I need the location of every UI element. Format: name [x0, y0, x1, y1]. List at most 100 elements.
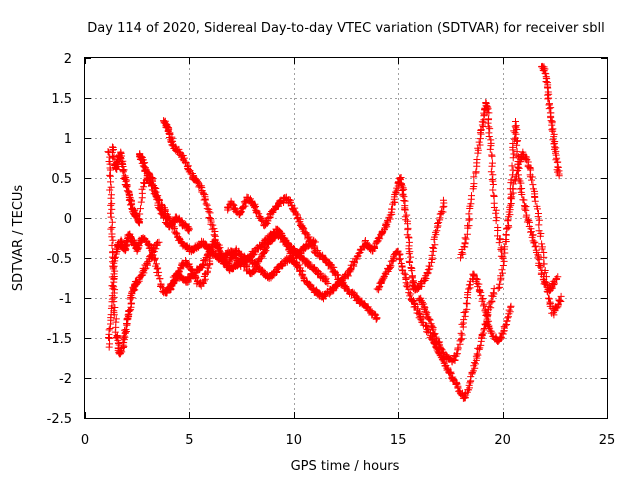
data-point [119, 167, 127, 175]
data-point [410, 278, 418, 286]
data-point [437, 344, 445, 352]
data-point [184, 226, 192, 234]
data-point [532, 242, 540, 250]
x-tick-label: 20 [494, 433, 511, 448]
data-point [540, 253, 548, 261]
data-point [134, 218, 142, 226]
data-point [488, 162, 496, 170]
data-point [485, 323, 493, 331]
data-point [423, 269, 431, 277]
x-tick-label: 5 [185, 433, 193, 448]
data-point [146, 243, 154, 251]
data-point [537, 263, 545, 271]
data-point [509, 166, 517, 174]
data-point [553, 154, 561, 162]
data-point [106, 186, 114, 194]
data-point [488, 152, 496, 160]
data-point [492, 206, 500, 214]
data-point [406, 248, 414, 256]
data-point [525, 217, 533, 225]
data-point [485, 109, 493, 117]
data-point [506, 185, 514, 193]
data-point [479, 302, 487, 310]
data-point [457, 329, 465, 337]
data-point [500, 257, 508, 265]
data-point [210, 231, 218, 239]
series-track-n [538, 62, 563, 180]
data-point [108, 292, 116, 300]
data-point [488, 175, 496, 183]
data-point [486, 299, 494, 307]
data-point [514, 137, 522, 145]
x-tick-label: 15 [390, 433, 407, 448]
data-point [553, 304, 561, 312]
data-point [108, 205, 116, 213]
data-point [486, 145, 494, 153]
data-point [120, 166, 128, 174]
data-point [507, 303, 515, 311]
data-point [157, 282, 165, 290]
data-point [505, 306, 513, 314]
data-point [550, 133, 558, 141]
data-point [185, 225, 193, 233]
data-point [451, 356, 459, 364]
data-point [407, 253, 415, 261]
data-point [505, 213, 513, 221]
data-point [122, 182, 130, 190]
data-point [549, 127, 557, 135]
data-point [512, 117, 520, 125]
data-point [485, 303, 493, 311]
data-point [156, 275, 164, 283]
data-point [463, 230, 471, 238]
data-point [202, 256, 210, 264]
data-point [109, 236, 117, 244]
data-point [536, 261, 544, 269]
data-point [136, 205, 144, 213]
data-point [473, 350, 481, 358]
y-tick-label: 1.5 [51, 92, 72, 107]
data-point [484, 119, 492, 127]
data-point [428, 251, 436, 259]
data-point [449, 377, 457, 385]
axis-ticks [85, 58, 608, 419]
data-point [458, 320, 466, 328]
data-point [512, 124, 520, 132]
data-point [431, 228, 439, 236]
data-point [499, 253, 507, 261]
data-point [545, 295, 553, 303]
data-point [122, 325, 130, 333]
data-point [473, 156, 481, 164]
data-point [535, 221, 543, 229]
data-point [299, 224, 307, 232]
x-tick-label: 10 [286, 433, 303, 448]
data-point [501, 243, 509, 251]
data-point [472, 168, 480, 176]
data-point [154, 264, 162, 272]
data-point [401, 206, 409, 214]
data-point [500, 324, 508, 332]
data-point [502, 321, 510, 329]
x-tick-labels: 0 5 10 15 20 25 [81, 433, 615, 448]
data-point [136, 210, 144, 218]
series-track-g [224, 193, 381, 323]
data-point [453, 350, 461, 358]
data-point [544, 84, 552, 92]
data-point [108, 224, 116, 232]
data-point [119, 168, 127, 176]
data-point [351, 259, 359, 267]
data-point [408, 267, 416, 275]
data-point [253, 209, 261, 217]
grid-layer [85, 58, 607, 418]
data-point [482, 98, 490, 106]
data-point [106, 171, 114, 179]
data-point [170, 279, 178, 287]
data-point [425, 262, 433, 270]
data-point [503, 317, 511, 325]
data-point [454, 344, 462, 352]
data-point [507, 194, 515, 202]
data-point [502, 238, 510, 246]
data-point [470, 173, 478, 181]
data-point [111, 253, 119, 261]
data-point [521, 205, 529, 213]
data-point [150, 256, 158, 264]
